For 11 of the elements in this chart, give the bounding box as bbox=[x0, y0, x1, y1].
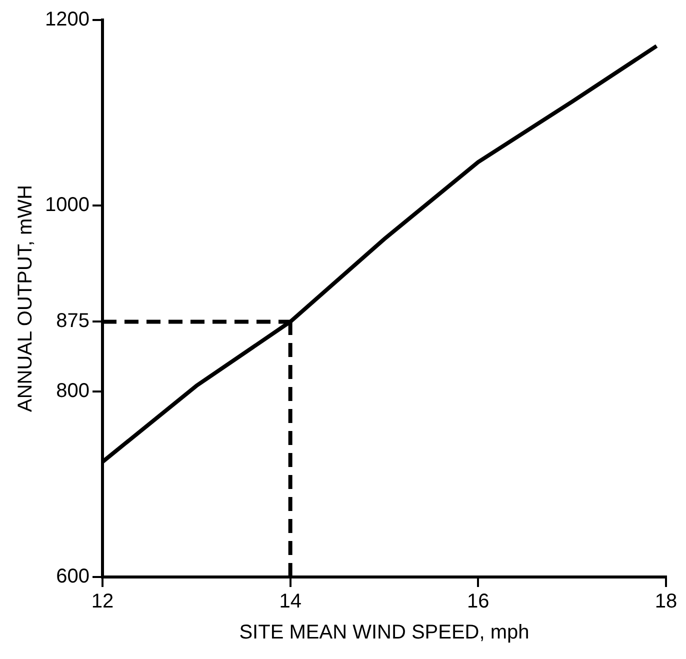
y-tick-label: 800 bbox=[56, 380, 90, 402]
x-tick-label: 12 bbox=[91, 590, 114, 613]
x-tick-label: 16 bbox=[467, 590, 490, 613]
x-axis-title: SITE MEAN WIND SPEED, mph bbox=[239, 622, 530, 644]
y-axis-title: ANNUAL OUTPUT, mWH bbox=[14, 184, 37, 412]
y-tick-label: 1000 bbox=[44, 194, 90, 216]
y-tick-label: 600 bbox=[56, 566, 90, 588]
x-tick-label: 18 bbox=[654, 590, 678, 613]
x-tick-label: 14 bbox=[279, 590, 302, 613]
y-tick-label: 875 bbox=[56, 310, 90, 332]
y-tick-label: 1200 bbox=[44, 8, 90, 31]
